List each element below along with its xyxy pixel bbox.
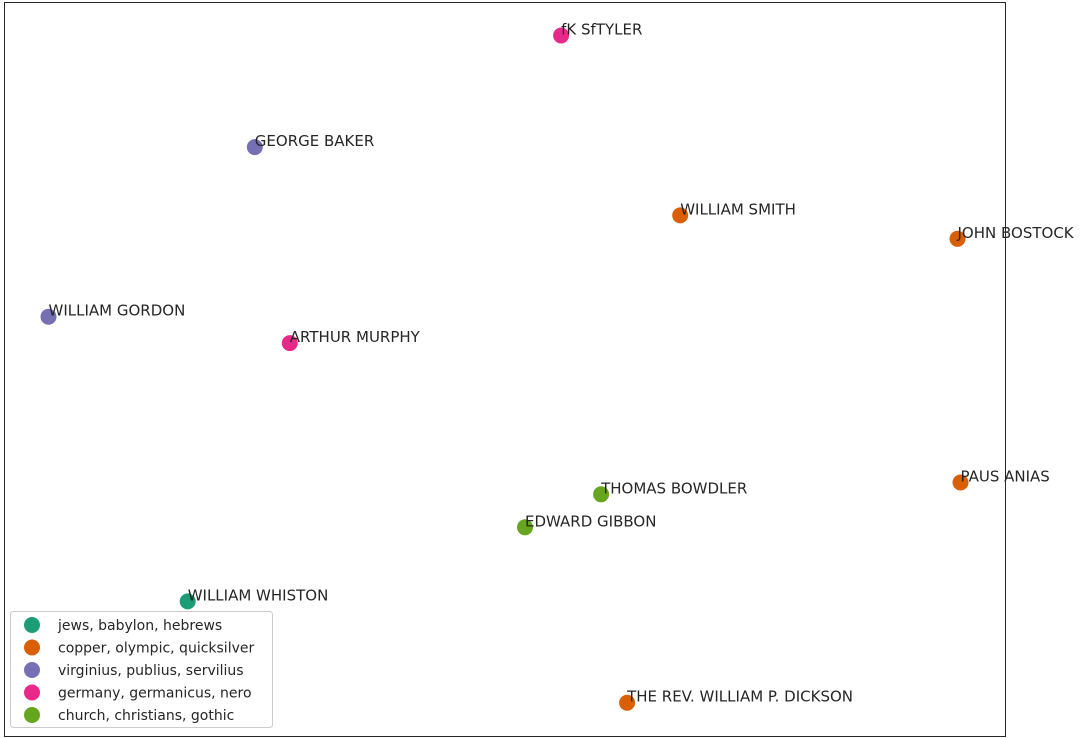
scatter-point: [246, 139, 263, 156]
legend: jews, babylon, hebrews copper, olympic, q…: [10, 611, 273, 728]
legend-marker: [24, 617, 40, 633]
scatter-point: [952, 474, 969, 491]
legend-entry: church, christians, gothic: [58, 708, 234, 724]
point-label: WILLIAM WHISTON: [188, 586, 329, 604]
scatter-point: [517, 519, 533, 536]
scatter-point: [40, 308, 57, 325]
legend-entry: germany, germanicus, nero: [58, 686, 252, 702]
scatter-point: [672, 207, 689, 224]
legend-marker: [24, 707, 40, 723]
point-label: THOMAS BOWDLER: [600, 479, 747, 497]
legend-marker: [24, 639, 40, 656]
legend-marker: [24, 662, 40, 678]
point-label: fK SfTYLER: [561, 21, 642, 39]
point-label: WILLIAM SMITH: [680, 200, 796, 218]
point-label: GEORGE BAKER: [255, 132, 374, 150]
point-label: ARTHUR MURPHY: [290, 328, 421, 346]
legend-box: [10, 611, 273, 728]
legend-entry: copper, olympic, quicksilver: [58, 641, 254, 657]
scatter-point: [593, 486, 610, 503]
scatter-point: [949, 230, 966, 247]
legend-entry: virginius, publius, servilius: [58, 663, 244, 679]
point-label: PAUS ANIAS: [961, 468, 1050, 486]
point-label: EDWARD GIBBON: [525, 512, 656, 530]
scatter-point: [619, 694, 636, 711]
point-label: THE REV. WILLIAM P. DICKSON: [626, 688, 853, 706]
points-layer: WILLIAM WHISTON WILLIAM SMITH JOHN BOSTOCK…: [40, 21, 1075, 711]
legend-marker: [24, 684, 40, 701]
scatter-point: [179, 593, 196, 610]
scatter-point: [281, 335, 298, 352]
scatter-point: [553, 27, 570, 44]
point-label: WILLIAM GORDON: [49, 302, 186, 320]
point-label: JOHN BOSTOCK: [957, 224, 1075, 242]
legend-entry: jews, babylon, hebrews: [57, 618, 222, 634]
